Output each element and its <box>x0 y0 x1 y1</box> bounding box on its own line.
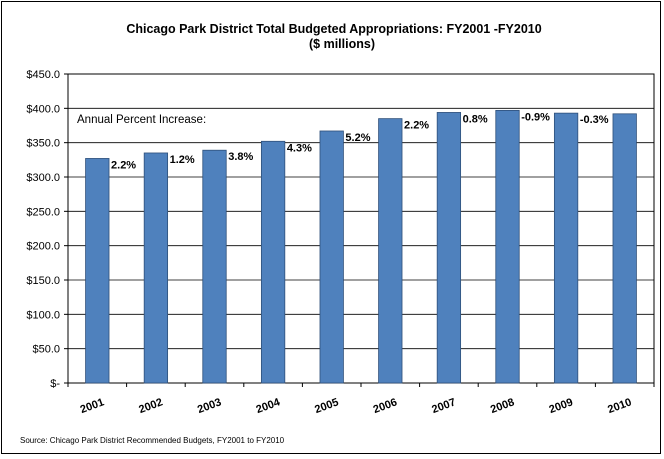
x-tick-label: 2008 <box>489 396 516 416</box>
x-tick-label: 2004 <box>255 396 283 416</box>
x-tick-label: 2001 <box>79 396 106 416</box>
data-label: -0.3% <box>580 114 609 126</box>
bar <box>319 130 344 384</box>
bar <box>260 140 286 384</box>
bar <box>85 158 110 384</box>
data-label: 2.2% <box>404 120 429 132</box>
percent-labels: 2.2% 1.2% 3.8% 4.3% 5.2% 2.2% 0.8% -0.9% -0.3% <box>111 111 609 171</box>
chart-subtitle: ($ millions) <box>309 37 375 51</box>
data-label: 1.2% <box>170 154 195 166</box>
y-tick-label: $400.0 <box>26 103 60 115</box>
chart-title: Chicago Park District Total Budgeted App… <box>126 22 541 36</box>
data-label: 4.3% <box>287 142 312 154</box>
x-axis-ticks: 2001 2002 2003 2004 2005 2006 2007 2008 2009 2010 <box>67 383 655 416</box>
data-label: 3.8% <box>228 151 253 163</box>
x-tick-label: 2010 <box>606 396 633 416</box>
source-note: Source: Chicago Park District Recommende… <box>20 436 285 445</box>
y-tick-label: $50.0 <box>32 344 60 356</box>
x-tick-label: 2007 <box>430 396 457 416</box>
x-tick-label: 2003 <box>196 396 223 416</box>
data-label: -0.9% <box>521 111 550 123</box>
x-tick-label: 2005 <box>313 396 340 416</box>
x-tick-label: 2009 <box>548 396 575 416</box>
y-tick-label: $300.0 <box>26 172 60 184</box>
data-label: 5.2% <box>345 132 370 144</box>
y-tick-label: $150.0 <box>26 275 60 287</box>
x-tick-label: 2002 <box>137 396 164 416</box>
x-tick-label: 2006 <box>372 396 399 416</box>
bar <box>495 109 520 384</box>
y-axis-ticks: $- $50.0 $100.0 $150.0 $200.0 $250.0 $300.0 $35… <box>26 69 68 390</box>
annual-percent-annotation: Annual Percent Increase: <box>77 114 206 126</box>
bar <box>436 112 462 384</box>
y-tick-label: $450.0 <box>26 69 60 81</box>
y-tick-label: $250.0 <box>26 206 60 218</box>
data-label: 0.8% <box>463 113 488 125</box>
bar <box>553 112 579 384</box>
bar <box>143 152 169 384</box>
data-label: 2.2% <box>111 159 136 171</box>
y-tick-label: $350.0 <box>26 138 60 150</box>
bar <box>202 149 227 384</box>
bar <box>378 118 403 384</box>
y-tick-label: $200.0 <box>26 241 60 253</box>
y-tick-label: $100.0 <box>26 309 60 321</box>
bar <box>612 113 637 384</box>
y-tick-label: $- <box>50 378 60 390</box>
bars <box>85 109 637 384</box>
